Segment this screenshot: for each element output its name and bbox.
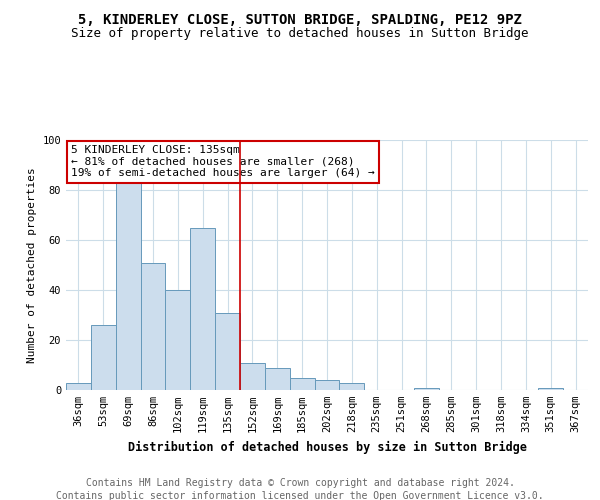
Bar <box>166 290 190 390</box>
Bar <box>91 325 116 390</box>
Bar <box>265 368 290 390</box>
Bar <box>340 382 364 390</box>
Text: Contains public sector information licensed under the Open Government Licence v3: Contains public sector information licen… <box>56 491 544 500</box>
Y-axis label: Number of detached properties: Number of detached properties <box>27 167 37 363</box>
Bar <box>314 380 340 390</box>
Bar <box>66 382 91 390</box>
Bar <box>538 388 563 390</box>
Bar <box>290 378 314 390</box>
Bar <box>140 262 166 390</box>
Text: Contains HM Land Registry data © Crown copyright and database right 2024.: Contains HM Land Registry data © Crown c… <box>86 478 514 488</box>
Bar <box>190 228 215 390</box>
Bar <box>116 180 140 390</box>
Bar <box>240 362 265 390</box>
Text: 5 KINDERLEY CLOSE: 135sqm
← 81% of detached houses are smaller (268)
19% of semi: 5 KINDERLEY CLOSE: 135sqm ← 81% of detac… <box>71 145 375 178</box>
X-axis label: Distribution of detached houses by size in Sutton Bridge: Distribution of detached houses by size … <box>128 440 527 454</box>
Text: Size of property relative to detached houses in Sutton Bridge: Size of property relative to detached ho… <box>71 28 529 40</box>
Bar <box>414 388 439 390</box>
Bar <box>215 312 240 390</box>
Text: 5, KINDERLEY CLOSE, SUTTON BRIDGE, SPALDING, PE12 9PZ: 5, KINDERLEY CLOSE, SUTTON BRIDGE, SPALD… <box>78 12 522 26</box>
